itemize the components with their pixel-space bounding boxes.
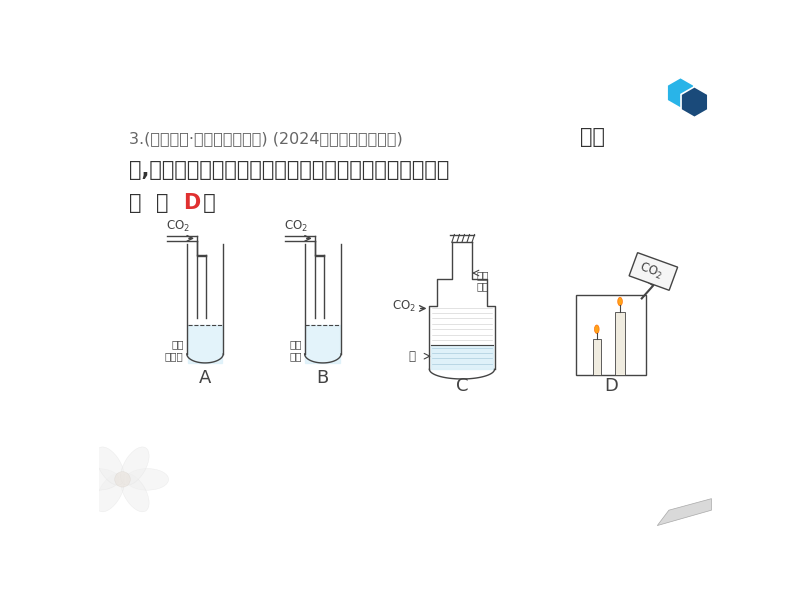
Text: 软塑
料瓶: 软塑 料瓶 <box>476 270 489 292</box>
Ellipse shape <box>618 297 622 306</box>
Ellipse shape <box>121 473 149 512</box>
FancyBboxPatch shape <box>615 311 625 375</box>
Ellipse shape <box>126 469 168 490</box>
Polygon shape <box>681 87 708 118</box>
FancyBboxPatch shape <box>576 295 646 375</box>
Text: 课堂: 课堂 <box>580 127 605 147</box>
Polygon shape <box>657 498 711 526</box>
Ellipse shape <box>76 469 119 490</box>
Text: D: D <box>603 377 618 395</box>
Text: 水: 水 <box>408 350 415 363</box>
Text: 是  （: 是 （ <box>129 193 175 213</box>
Ellipse shape <box>96 473 125 512</box>
Text: A: A <box>198 369 211 387</box>
Polygon shape <box>629 252 677 290</box>
Ellipse shape <box>115 472 130 487</box>
Ellipse shape <box>121 447 149 485</box>
Polygon shape <box>667 77 694 108</box>
Ellipse shape <box>96 447 125 485</box>
Ellipse shape <box>595 325 599 333</box>
Text: B: B <box>316 369 329 387</box>
Text: CO$_2$: CO$_2$ <box>283 219 308 234</box>
Text: 上,老师给同学们做了如下几个演示实验。下列说法错误的: 上,老师给同学们做了如下几个演示实验。下列说法错误的 <box>129 160 449 180</box>
Text: C: C <box>456 377 468 395</box>
Text: CO$_2$: CO$_2$ <box>638 260 665 283</box>
Text: 3.(学科素养·科学探究与实践) (2024湖北武汉武昌期中): 3.(学科素养·科学探究与实践) (2024湖北武汉武昌期中) <box>129 131 403 146</box>
FancyBboxPatch shape <box>593 339 601 375</box>
Text: CO$_2$: CO$_2$ <box>392 299 416 314</box>
Text: 石蕊
溶液: 石蕊 溶液 <box>289 339 302 361</box>
Text: D: D <box>183 193 200 213</box>
Text: CO$_2$: CO$_2$ <box>166 219 190 234</box>
Text: ）: ） <box>196 193 216 213</box>
Text: 澄清
石灰水: 澄清 石灰水 <box>165 339 183 361</box>
